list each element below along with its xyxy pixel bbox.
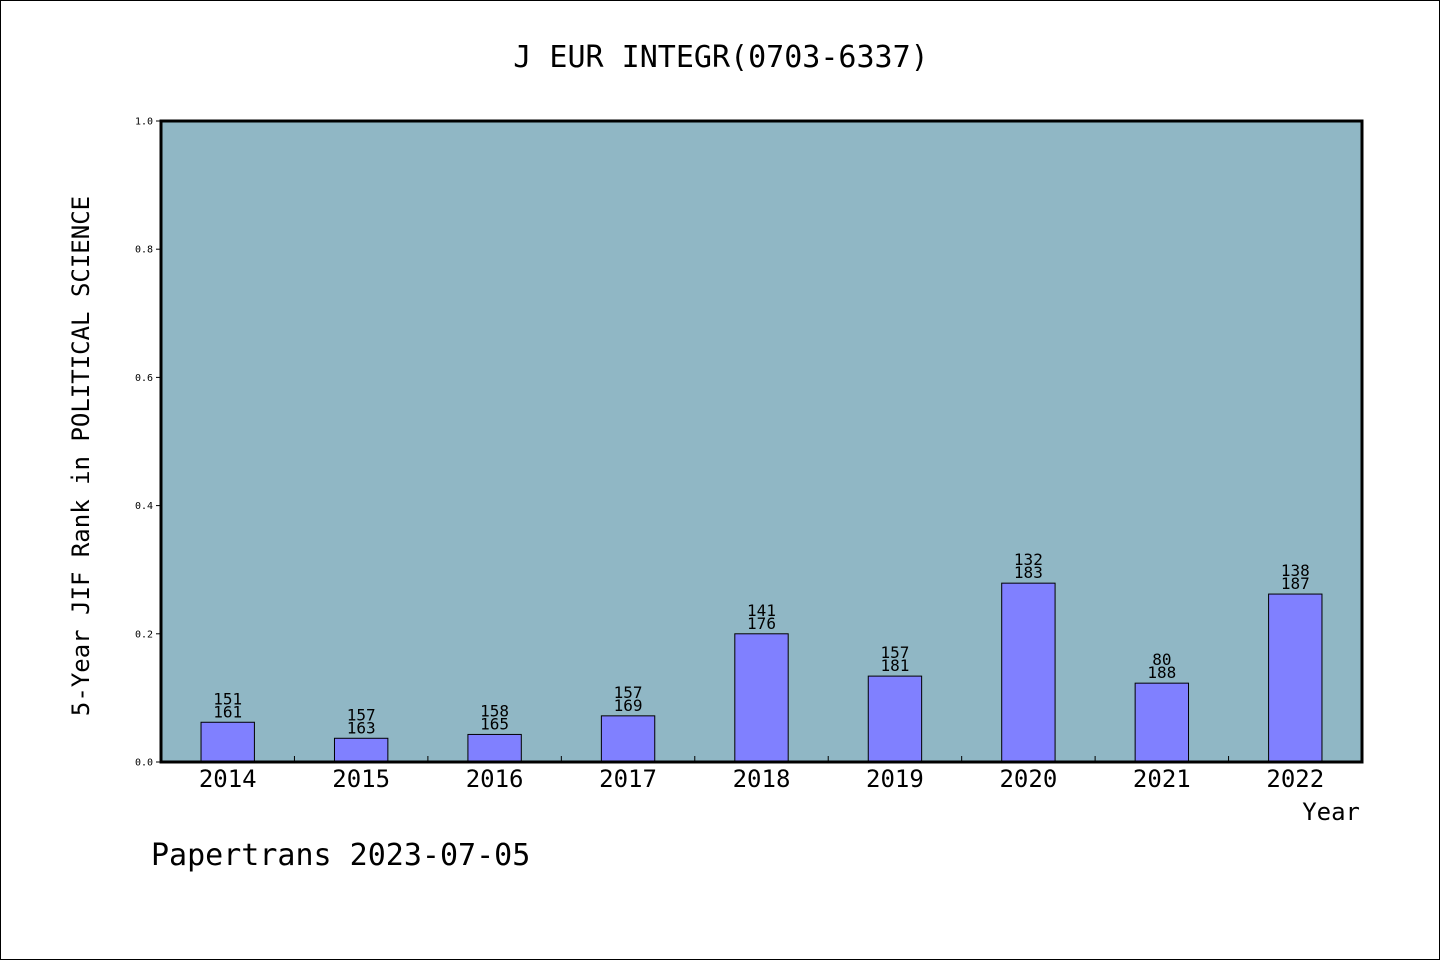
bar-2014: [200, 721, 255, 763]
x-tick-label-2019: 2019: [866, 765, 924, 793]
bar-2017: [600, 715, 656, 763]
y-tick-label-1-0: 1.0: [135, 117, 153, 128]
footer-source-date: Papertrans 2023-07-05: [151, 838, 530, 873]
bar-label-bottom-2020: 183: [1014, 563, 1043, 582]
y-tick-label-0-6: 0.6: [135, 373, 153, 384]
bar-2020: [1001, 582, 1056, 763]
x-tick-label-2021: 2021: [1133, 765, 1191, 793]
y-tick-label-0-0: 0.0: [135, 758, 153, 769]
bar-label-top-2019: 157: [880, 643, 909, 662]
bar-label-bottom-2017: 169: [614, 696, 643, 715]
x-tick-label-2022: 2022: [1266, 765, 1324, 793]
y-tick-label-0-4: 0.4: [135, 501, 153, 512]
bar-label-top-2022: 138: [1281, 561, 1310, 580]
x-axis: 2014 2015 2016 2017 2018 2019 2020 2021 2022: [199, 756, 1324, 793]
bar-2021: [1134, 682, 1190, 763]
bar-label-bottom-2016: 165: [480, 714, 509, 733]
x-tick-label-2014: 2014: [199, 765, 257, 793]
bar-2019: [867, 675, 923, 763]
bar-label-bottom-2022: 187: [1281, 574, 1310, 593]
bar-label-top-2014: 151: [213, 689, 242, 708]
y-tick-label-0-2: 0.2: [135, 629, 153, 640]
bar-label-top-2020: 132: [1014, 550, 1043, 569]
bar-label-top-2017: 157: [614, 683, 643, 702]
bar-2022: [1268, 593, 1323, 763]
bar-label-bottom-2018: 176: [747, 614, 776, 633]
bar-label-top-2016: 158: [480, 701, 509, 720]
bar-label-top-2015: 157: [347, 705, 376, 724]
chart-title: J EUR INTEGR(0703-6337): [513, 40, 928, 75]
x-axis-title: Year: [1302, 798, 1360, 826]
x-tick-label-2015: 2015: [332, 765, 390, 793]
bar-label-bottom-2019: 181: [880, 656, 909, 675]
bar-2015: [333, 737, 389, 763]
bars-layer: [200, 582, 1323, 763]
x-tick-label-2017: 2017: [599, 765, 657, 793]
bar-label-bottom-2015: 163: [347, 718, 376, 737]
bar-label-bottom-2021: 188: [1147, 663, 1176, 682]
x-tick-label-2016: 2016: [466, 765, 524, 793]
bar-2016: [467, 733, 522, 763]
bar-label-top-2021: 80: [1152, 650, 1171, 669]
bar-label-bottom-2014: 161: [213, 702, 242, 721]
bar-label-top-2018: 141: [747, 601, 776, 620]
x-tick-label-2018: 2018: [733, 765, 791, 793]
bar-2018: [734, 633, 789, 763]
plot-border: [159, 119, 1364, 764]
x-tick-label-2020: 2020: [999, 765, 1057, 793]
y-axis: 0.0 0.2 0.4 0.6 0.8 1.0: [135, 117, 161, 769]
y-axis-title: 5-Year JIF Rank in POLITICAL SCIENCE: [67, 196, 95, 716]
y-tick-label-0-8: 0.8: [135, 245, 153, 256]
